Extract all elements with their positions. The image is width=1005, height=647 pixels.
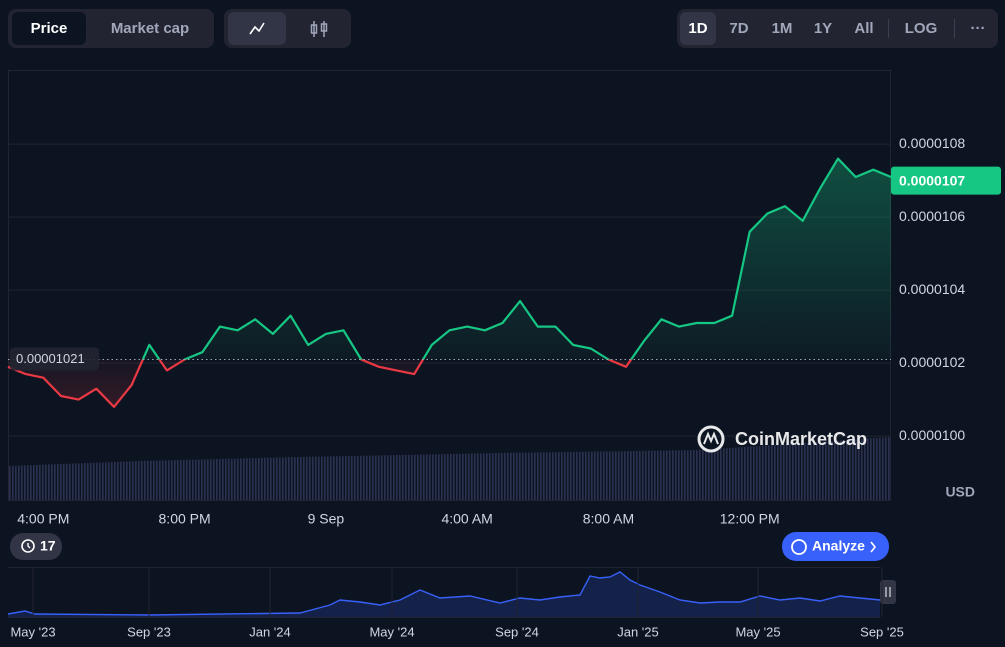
baseline-tag	[10, 347, 99, 371]
navigator-label: Sep '23	[127, 624, 171, 639]
market-cap-button[interactable]: Market cap	[110, 20, 190, 37]
x-tick-label: 4:00 AM	[441, 511, 492, 527]
navigator-label: Jan '24	[249, 624, 291, 639]
history-badge[interactable]: 17	[10, 533, 62, 560]
line-chart-button[interactable]	[228, 12, 286, 45]
range-toggle: 1D 7D 1M 1Y All LOG ···	[677, 9, 998, 48]
analyze-bg	[782, 532, 889, 561]
range-button[interactable]: 1Y	[813, 20, 833, 37]
navigator	[7, 567, 896, 618]
navigator-line	[7, 571, 881, 616]
range-button[interactable]: 1M	[771, 20, 793, 37]
range-button[interactable]: 1D	[680, 12, 716, 45]
last-price-label: 0.0000107	[899, 172, 965, 188]
baseline-label: 0.00001021	[16, 351, 85, 366]
navigator-label: Sep '25	[860, 624, 904, 639]
navigator-label: Jan '25	[617, 624, 659, 639]
y-tick-label: 0.0000106	[899, 208, 965, 224]
navigator-area	[8, 572, 880, 617]
metric-toggle: Price Market cap	[8, 9, 214, 48]
analyze-button[interactable]: Analyze	[782, 532, 889, 561]
watermark-text: CoinMarketCap	[735, 429, 867, 449]
separator	[888, 19, 889, 38]
navigator-label: May '25	[735, 624, 780, 639]
last-price-tag	[891, 166, 1001, 195]
log-button[interactable]: LOG	[904, 20, 938, 37]
volume-bars	[8, 437, 890, 500]
badge-bg	[10, 533, 62, 560]
x-tick-label: 8:00 PM	[159, 511, 211, 527]
x-tick-label: 9 Sep	[308, 511, 345, 527]
price-area	[8, 158, 891, 407]
analyze-text[interactable]: Analyze	[812, 538, 865, 554]
y-tick-label: 0.0000100	[899, 427, 965, 443]
price-line	[7, 157, 892, 408]
chart-type-toggle	[224, 9, 351, 48]
candle-chart-button[interactable]	[290, 12, 348, 45]
range-button[interactable]: All	[854, 20, 874, 37]
candle-icon	[310, 21, 328, 37]
navigator-label: Sep '24	[495, 624, 539, 639]
price-button[interactable]: Price	[12, 12, 86, 45]
currency-label: USD	[945, 484, 975, 500]
badge-count: 17	[40, 538, 56, 554]
watermark: CoinMarketCap	[697, 425, 867, 453]
navigator-handle[interactable]	[880, 580, 896, 604]
line-icon	[249, 22, 265, 35]
more-button[interactable]: ···	[970, 20, 986, 37]
y-tick-label: 0.0000108	[899, 135, 965, 151]
range-button[interactable]: 7D	[729, 20, 749, 37]
navigator-label: May '24	[369, 624, 414, 639]
y-tick-label: 0.0000104	[899, 281, 965, 297]
navigator-label: May '23	[10, 624, 55, 639]
x-tick-label: 12:00 PM	[720, 511, 780, 527]
x-tick-label: 8:00 AM	[583, 511, 634, 527]
x-tick-label: 4:00 PM	[17, 511, 69, 527]
y-tick-label: 0.0000102	[899, 354, 965, 370]
separator	[954, 19, 955, 38]
